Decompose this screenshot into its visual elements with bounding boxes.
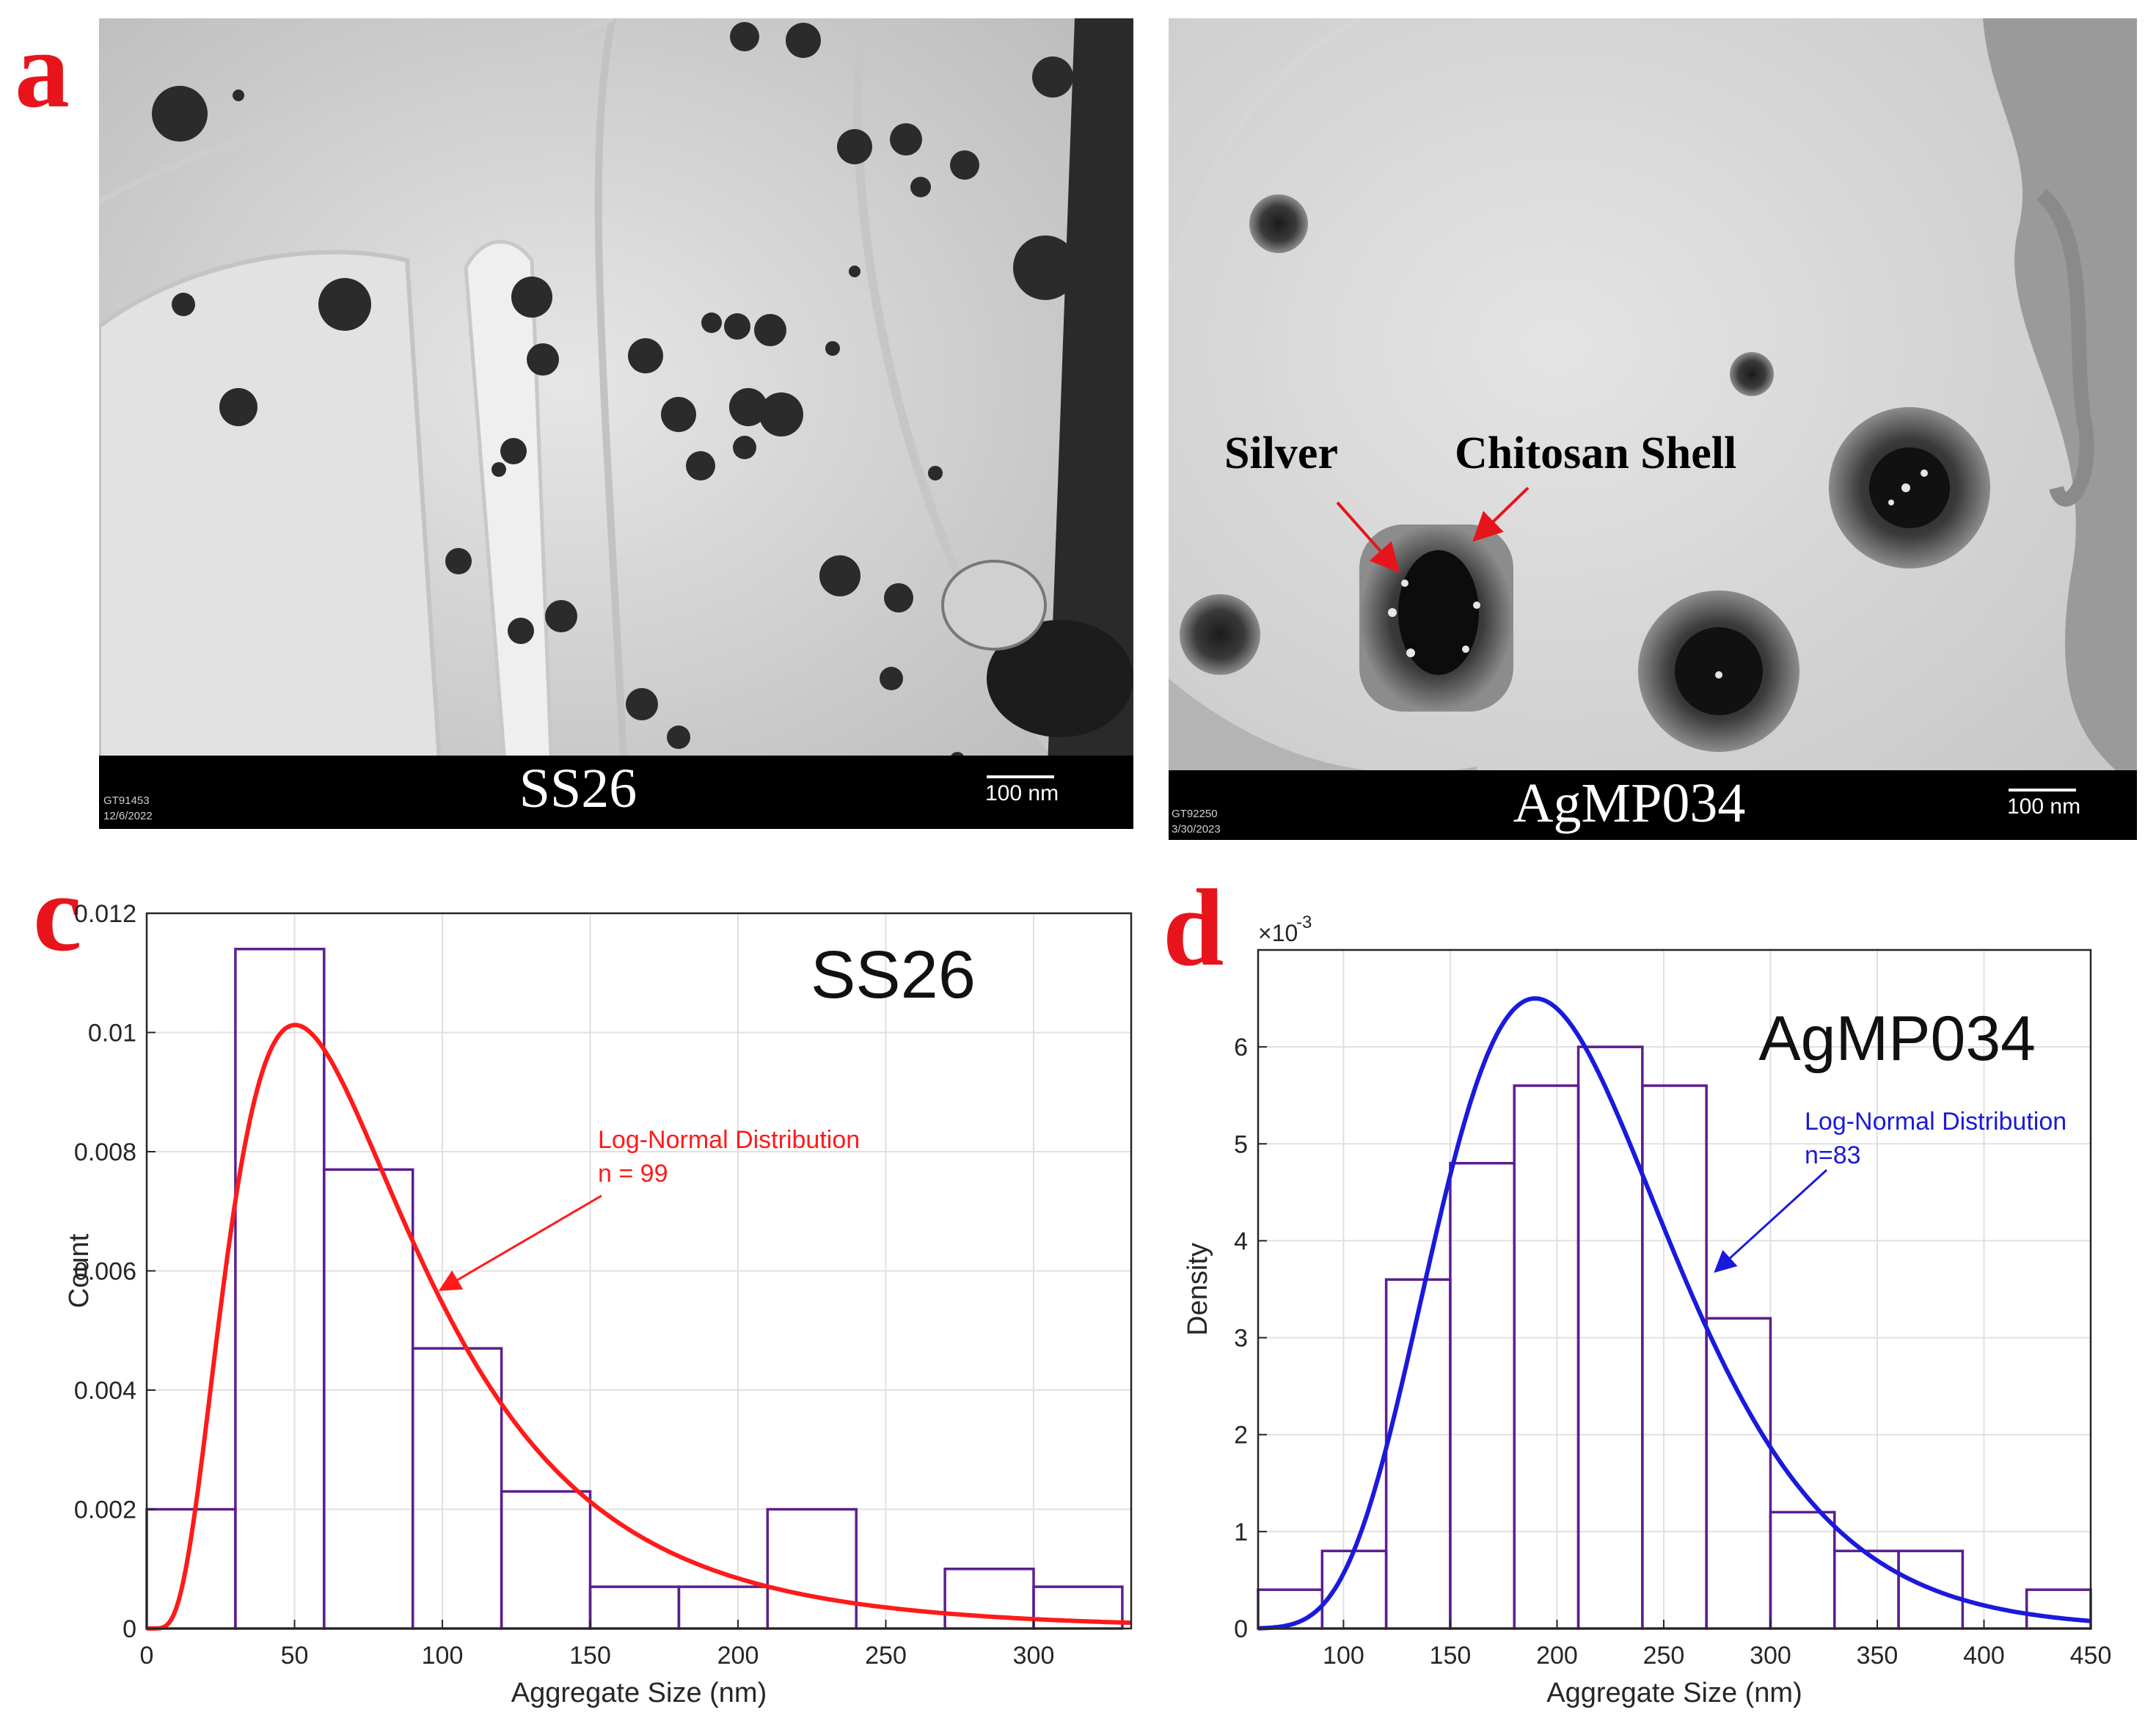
x-tick-label: 200 (717, 1642, 759, 1670)
lognormal-fit-curve (1257, 996, 2091, 1631)
y-tick-label: 2 (1234, 1422, 1248, 1450)
x-axis-label: Aggregate Size (nm) (511, 1678, 767, 1708)
x-tick-label: 300 (1750, 1642, 1791, 1670)
tem-meta-date-b: 3/30/2023 (1172, 823, 1221, 836)
y-axis-label: Density (1183, 1243, 1213, 1336)
x-tick-label: 100 (1323, 1642, 1364, 1670)
histogram-bar (1833, 1549, 1900, 1630)
x-tick-label: 250 (865, 1642, 907, 1670)
x-tick-label: 350 (1857, 1642, 1899, 1670)
tem-image-ss26: SS26 GT91453 12/6/2022 100 nm (99, 18, 1133, 829)
label-silver: Silver (1224, 428, 1338, 478)
x-tick-label: 450 (2070, 1642, 2112, 1670)
y-tick-label: 0 (1234, 1615, 1248, 1643)
y-tick-label: 5 (1234, 1130, 1248, 1158)
y-tick-label: 0.006 (74, 1258, 136, 1286)
scale-label-b: 100 nm (2007, 794, 2081, 819)
histogram-bar (1513, 1084, 1580, 1630)
y-tick-label: 0.004 (74, 1377, 136, 1405)
histogram-bar (1384, 1278, 1452, 1630)
arrow-silver (1336, 501, 1400, 573)
tem-meta-date-a: 12/6/2022 (103, 810, 153, 822)
panel-a-letter: a (15, 9, 70, 131)
fit-annotation-count: n=83 (1805, 1141, 1861, 1169)
fit-annotation-label: Log-Normal Distribution (1805, 1108, 2067, 1136)
chart-title: AgMP034 (1758, 1004, 2036, 1074)
x-tick-label: 400 (1963, 1642, 2005, 1670)
histogram-bar (1705, 1317, 1772, 1630)
y-axis-label: Count (64, 1233, 95, 1308)
fit-annotation-arrow (438, 1194, 602, 1291)
plot-frame (1257, 948, 2092, 1630)
x-axis-label: Aggregate Size (nm) (1546, 1678, 1802, 1708)
x-tick-label: 250 (1643, 1642, 1685, 1670)
chart-title: SS26 (811, 937, 976, 1012)
y-tick-label: 1 (1234, 1518, 1248, 1546)
histogram-bar (677, 1585, 770, 1630)
x-tick-label: 0 (140, 1642, 154, 1670)
y-tick-label: 0.002 (74, 1496, 136, 1524)
y-tick-label: 0.008 (74, 1138, 136, 1166)
histogram-chart-ss26: 0 50 100 150 200 250 300 0 0.002 0.004 0.006 0.008 0… (64, 900, 1133, 1708)
histogram-bar (234, 948, 326, 1630)
x-tick-label: 150 (1430, 1642, 1472, 1670)
histogram-bar (1641, 1084, 1708, 1630)
tem-micrograph-agmp034 (1169, 18, 2137, 840)
y-tick-label: 3 (1234, 1325, 1248, 1353)
x-tick-label: 200 (1536, 1642, 1578, 1670)
y-axis-exponent: ×10 (1258, 920, 1298, 946)
tem-image-agmp034: Silver Chitosan Shell AgMP034 GT92250 3/… (1169, 18, 2137, 840)
scale-bar-a (987, 775, 1054, 778)
tem-caption-agmp034: AgMP034 (1513, 772, 1746, 834)
tem-meta-id-b: GT92250 (1172, 808, 1218, 820)
histogram-bar (323, 1168, 414, 1630)
fit-annotation-count: n = 99 (598, 1160, 668, 1188)
label-chitosan-shell: Chitosan Shell (1455, 428, 1737, 478)
y-axis-exponent-power: -3 (1296, 913, 1312, 932)
y-tick-label: 6 (1234, 1034, 1248, 1061)
histogram-bar (500, 1490, 592, 1630)
histogram-bar (766, 1507, 858, 1630)
y-tick-label: 4 (1234, 1227, 1248, 1255)
arrow-chitosan-shell (1472, 486, 1530, 542)
x-tick-label: 300 (1013, 1642, 1055, 1670)
histogram-bar (1449, 1161, 1516, 1630)
lognormal-fit-curve (147, 1023, 1132, 1631)
x-tick-label: 100 (422, 1642, 464, 1670)
histogram-chart-agmp034: 100 150 200 250 300 350 400 450 0 1 2 3 4 5 6 Aggregate… (1183, 913, 2112, 1708)
tem-micrograph-ss26 (99, 18, 1133, 829)
histogram-bar (2025, 1588, 2092, 1630)
y-tick-label: 0.012 (74, 900, 136, 928)
scale-label-a: 100 nm (985, 781, 1059, 805)
panel-c-letter: c (33, 852, 82, 974)
panel-d-letter: d (1163, 867, 1224, 989)
x-tick-label: 50 (281, 1642, 309, 1670)
tem-caption-ss26: SS26 (519, 758, 637, 819)
y-tick-label: 0.01 (88, 1020, 136, 1048)
tem-b-arrows (1336, 486, 1530, 573)
x-tick-label: 150 (569, 1642, 611, 1670)
fit-annotation-label: Log-Normal Distribution (598, 1126, 860, 1154)
y-tick-label: 0 (123, 1615, 136, 1643)
tem-meta-id-a: GT91453 (103, 794, 150, 807)
fit-annotation-arrow (1714, 1169, 1828, 1273)
histogram-bar (1769, 1510, 1836, 1630)
histogram-bar (588, 1585, 681, 1630)
scale-bar-b (2009, 789, 2076, 792)
